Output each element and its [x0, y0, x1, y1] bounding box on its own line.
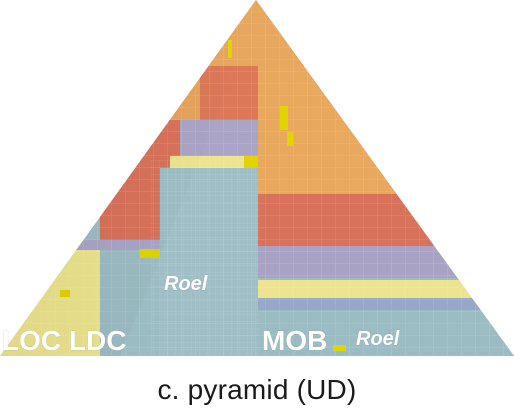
highlight-cell	[280, 106, 288, 130]
label-right-author: Roel	[356, 328, 400, 350]
label-left-group: LOC LDC	[2, 325, 126, 356]
figure-caption: c. pyramid (UD)	[157, 374, 357, 405]
label-left-author: Roel	[164, 273, 208, 295]
label-right-group: MOB	[262, 325, 327, 356]
region-orange-top	[150, 0, 514, 66]
highlight-cell	[333, 345, 346, 351]
shade-left-face	[0, 0, 256, 356]
pyramid-regions	[0, 0, 514, 356]
highlight-cell	[244, 156, 258, 168]
highlight-cell	[287, 132, 293, 146]
